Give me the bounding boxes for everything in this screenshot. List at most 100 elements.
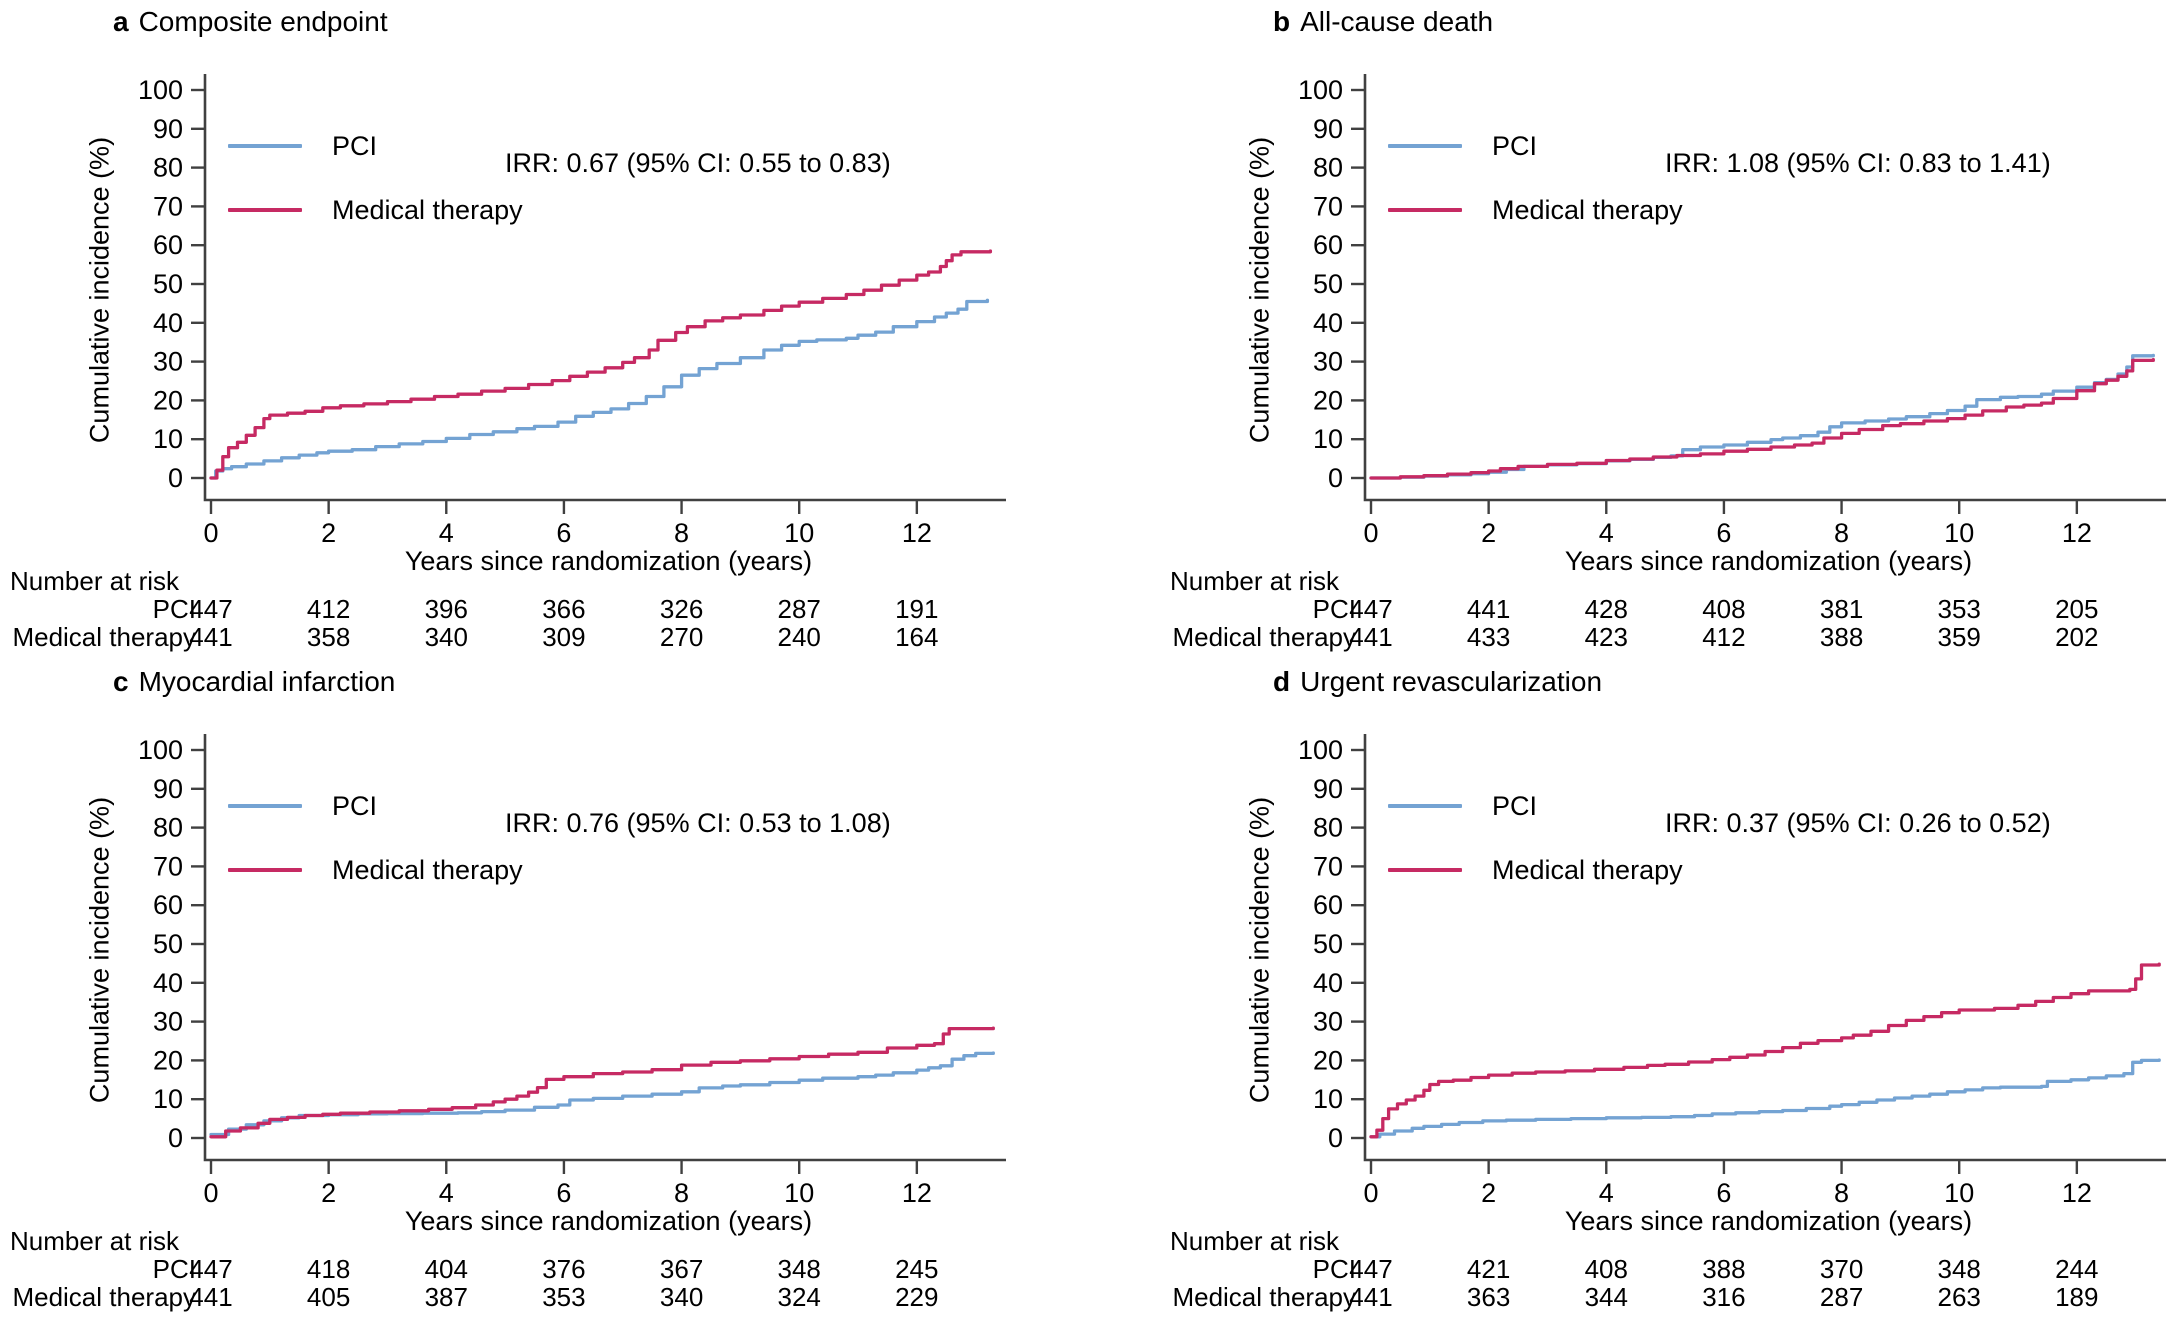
risk-row-medical-therapy: Medical therapy 441 358 340 309 270 240 164 (0, 622, 1083, 652)
risk-count: 447 (1349, 1254, 1393, 1284)
legend-item-pci: PCI (228, 790, 523, 822)
y-tick-label: 10 (1313, 1084, 1343, 1114)
y-tick-label: 50 (1313, 929, 1343, 959)
y-tick-label: 0 (168, 463, 183, 493)
legend-label-medical-therapy: Medical therapy (1492, 194, 1683, 225)
x-tick-label: 12 (2062, 518, 2092, 548)
risk-count: 441 (189, 1282, 233, 1312)
risk-count: 433 (1466, 622, 1511, 652)
panel-title-text: Composite endpoint (138, 6, 388, 37)
legend-label-medical-therapy: Medical therapy (1492, 854, 1683, 885)
medical-therapy-curve (209, 1026, 995, 1139)
axes: 0 10 20 30 40 50 60 70 80 90 100 0 2 4 6 8 10 12 (138, 734, 1006, 1208)
risk-count: 367 (659, 1254, 704, 1284)
x-tick-label: 2 (1481, 518, 1496, 548)
y-tick-label: 90 (153, 114, 183, 144)
legend-item-pci: PCI (1388, 790, 1683, 822)
panel-urgent-revascularization: 0 10 20 30 40 50 60 70 80 90 100 0 2 4 6 8 10 12 d Urgent … (1083, 660, 2167, 1319)
y-tick-label: 0 (168, 1123, 183, 1153)
x-tick-label: 10 (784, 518, 814, 548)
panel-title: c Myocardial infarction (113, 666, 395, 698)
axes: 0 10 20 30 40 50 60 70 80 90 100 0 2 4 6 8 10 12 (138, 74, 1006, 548)
medical-therapy-line-swatch (1388, 868, 1462, 872)
y-tick-label: 40 (1313, 308, 1343, 338)
x-tick-label: 0 (203, 1178, 218, 1208)
y-tick-label: 20 (153, 1045, 183, 1075)
number-at-risk-header: Number at risk (1170, 1226, 1340, 1256)
risk-row-label-medical-therapy: Medical therapy (1172, 1282, 1356, 1312)
y-tick-label: 0 (1328, 1123, 1343, 1153)
y-tick-label: 60 (153, 890, 183, 920)
irr-annotation: IRR: 1.08 (95% CI: 0.83 to 1.41) (1665, 148, 2051, 178)
risk-row-medical-therapy: Medical therapy 441 363 344 316 287 263 189 (1083, 1282, 2167, 1312)
y-tick-label: 30 (1313, 347, 1343, 377)
x-tick-label: 0 (1363, 518, 1378, 548)
risk-count: 340 (424, 622, 468, 652)
axes: 0 10 20 30 40 50 60 70 80 90 100 0 2 4 6 8 10 12 (1298, 74, 2166, 548)
x-tick-label: 6 (1716, 518, 1731, 548)
y-tick-label: 80 (153, 813, 183, 843)
risk-count: 370 (1819, 1254, 1864, 1284)
y-tick-label: 90 (1313, 774, 1343, 804)
pci-curve (209, 1051, 995, 1137)
risk-count: 316 (1702, 1282, 1746, 1312)
y-tick-label: 80 (1313, 153, 1343, 183)
x-tick-label: 4 (439, 518, 454, 548)
plot-myocardial-infarction: 0 10 20 30 40 50 60 70 80 90 100 0 2 4 6 8 10 12 (138, 734, 1006, 1208)
risk-row-pci: PCI 447 421 408 388 370 348 244 (1083, 1254, 2167, 1284)
y-tick-label: 60 (1313, 230, 1343, 260)
x-tick-label: 4 (1599, 1178, 1614, 1208)
panel-letter: d (1273, 666, 1291, 697)
x-tick-label: 12 (902, 1178, 932, 1208)
risk-count: 191 (895, 594, 939, 624)
legend: PCI Medical therapy (1388, 130, 1683, 226)
risk-count: 421 (1466, 1254, 1511, 1284)
panel-title-text: Myocardial infarction (138, 666, 396, 697)
risk-count: 353 (1937, 594, 1981, 624)
y-tick-label: 50 (153, 269, 183, 299)
risk-count: 447 (189, 594, 233, 624)
risk-count: 353 (542, 1282, 586, 1312)
risk-count: 164 (895, 622, 939, 652)
pci-line-swatch (1388, 804, 1462, 808)
x-tick-label: 12 (2062, 1178, 2092, 1208)
risk-row-medical-therapy: Medical therapy 441 405 387 353 340 324 229 (0, 1282, 1083, 1312)
risk-count: 387 (424, 1282, 468, 1312)
y-tick-label: 100 (138, 75, 183, 105)
risk-count: 348 (777, 1254, 821, 1284)
x-axis-label: Years since randomization (years) (404, 1206, 813, 1236)
x-tick-label: 10 (784, 1178, 814, 1208)
x-tick-label: 10 (1944, 1178, 1974, 1208)
risk-count: 245 (895, 1254, 939, 1284)
risk-count: 263 (1937, 1282, 1981, 1312)
y-tick-label: 40 (153, 968, 183, 998)
x-tick-label: 6 (1716, 1178, 1731, 1208)
panel-letter: c (113, 666, 129, 697)
pci-line-swatch (228, 144, 302, 148)
panel-title: a Composite endpoint (113, 6, 388, 38)
pci-curve (1369, 1058, 2161, 1139)
number-at-risk-header: Number at risk (1170, 566, 1340, 596)
x-tick-label: 6 (556, 518, 571, 548)
risk-count: 348 (1937, 1254, 1981, 1284)
risk-count: 388 (1819, 622, 1864, 652)
x-tick-label: 10 (1944, 518, 1974, 548)
y-tick-label: 60 (153, 230, 183, 260)
panel-letter: a (113, 6, 129, 37)
risk-count: 423 (1584, 622, 1628, 652)
risk-row-medical-therapy: Medical therapy 441 433 423 412 388 359 202 (1083, 622, 2167, 652)
risk-row-label-medical-therapy: Medical therapy (1172, 622, 1356, 652)
y-tick-label: 80 (153, 153, 183, 183)
pci-line-swatch (228, 804, 302, 808)
x-tick-label: 4 (439, 1178, 454, 1208)
risk-row-label-pci: PCI (1312, 1254, 1356, 1284)
panel-title: b All-cause death (1273, 6, 1493, 38)
x-tick-label: 2 (321, 1178, 336, 1208)
panel-title-text: Urgent revascularization (1300, 666, 1603, 697)
legend-label-pci: PCI (332, 130, 378, 161)
y-tick-label: 10 (153, 424, 183, 454)
legend: PCI Medical therapy (1388, 790, 1683, 886)
y-tick-label: 20 (1313, 1045, 1343, 1075)
x-axis-label: Years since randomization (years) (404, 546, 813, 576)
